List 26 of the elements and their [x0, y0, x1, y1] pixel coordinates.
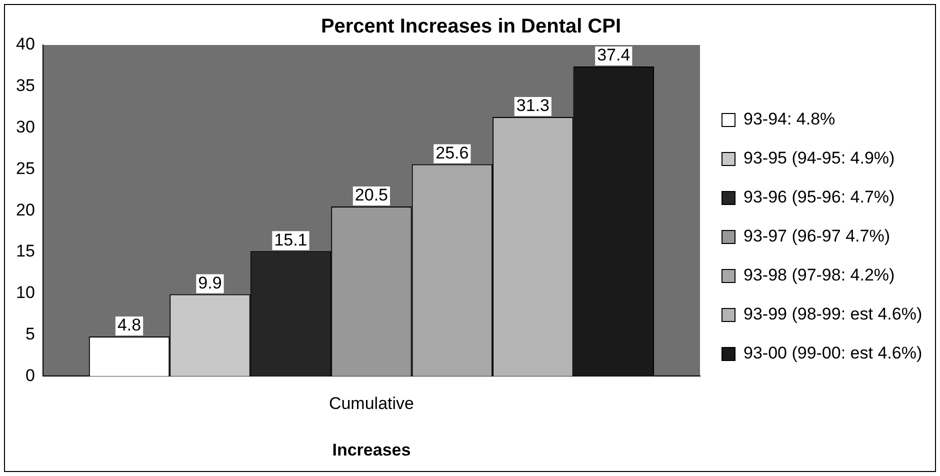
data-label: 31.3	[516, 96, 550, 116]
data-label: 25.6	[436, 143, 469, 162]
chart-title: Percent Increases in Dental CPI	[320, 16, 622, 38]
legend-label: 93-98 (97-98: 4.2%)	[744, 266, 895, 285]
y-tick-label: 10	[16, 283, 35, 302]
y-tick-label: 5	[25, 324, 35, 344]
y-tick-label: 30	[16, 117, 35, 136]
legend-label: 93-00 (99-00: est 4.6%)	[744, 344, 922, 363]
data-label: 37.4	[597, 46, 630, 65]
data-label: 15.1	[274, 230, 308, 250]
data-label: 20.5	[354, 186, 388, 205]
data-label: 4.8	[117, 316, 142, 335]
legend-label: 93-97 (96-97 4.7%)	[744, 226, 890, 246]
y-tick-label: 40	[16, 34, 35, 54]
data-label: 9.9	[198, 273, 222, 292]
y-tick-label: 35	[16, 76, 35, 96]
x-tick-label: Cumulative	[328, 394, 414, 414]
legend-label: 93-95 (94-95: 4.9%)	[744, 148, 895, 168]
legend-label: 93-96 (95-96: 4.7%)	[744, 188, 895, 207]
legend-label: 93-94: 4.8%	[744, 110, 836, 129]
x-axis-title: Increases	[332, 440, 411, 460]
legend-label: 93-99 (98-99: est 4.6%)	[744, 304, 922, 324]
y-tick-label: 15	[16, 242, 35, 261]
y-tick-label: 0	[25, 366, 35, 385]
y-tick-label: 25	[16, 158, 35, 178]
y-tick-label: 20	[16, 200, 35, 220]
